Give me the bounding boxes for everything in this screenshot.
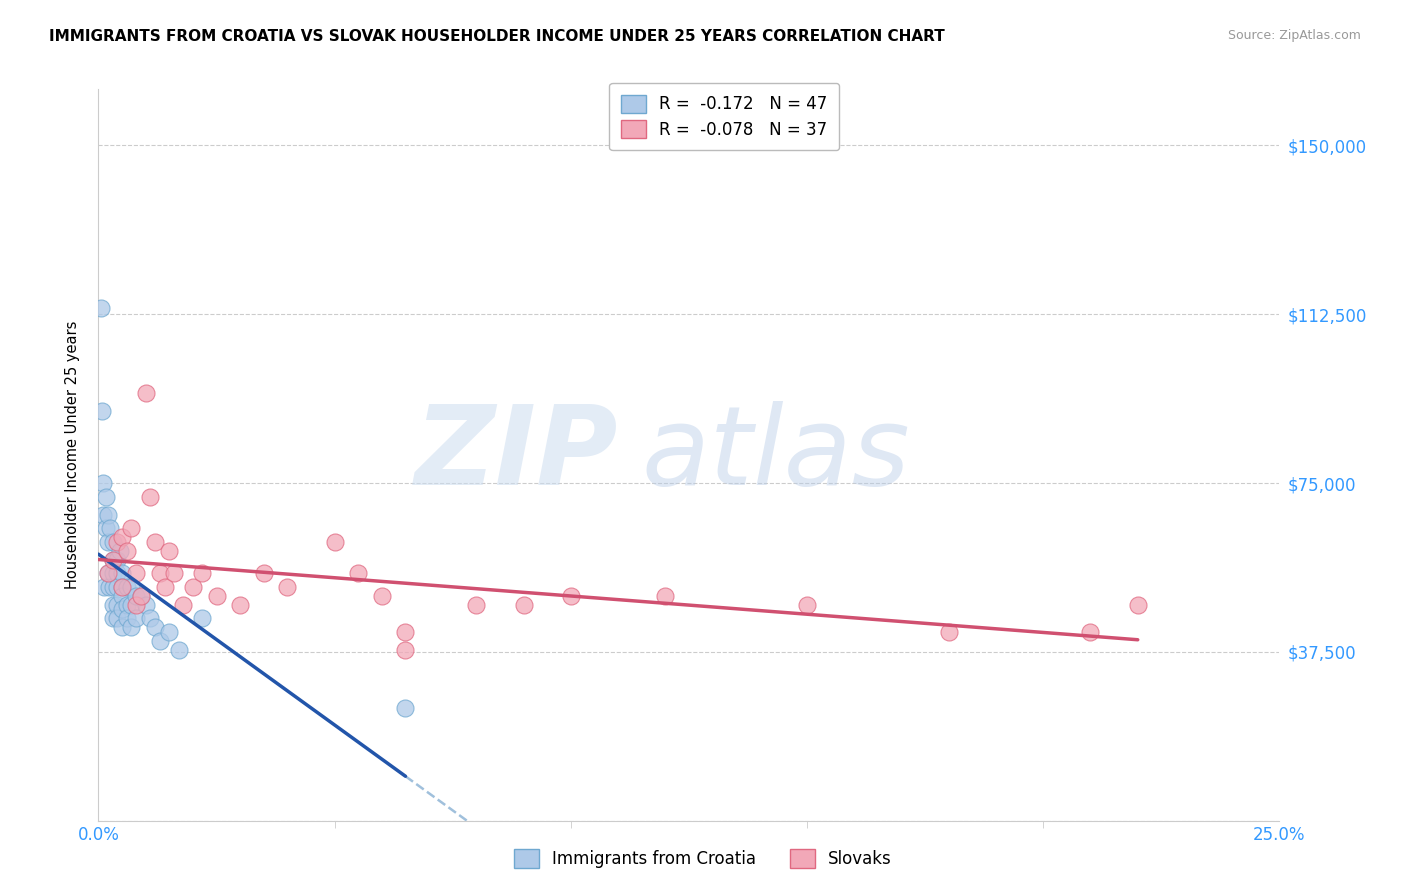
Point (101, 566, 124, 580)
Legend: R =  -0.172   N = 47, R =  -0.078   N = 37: R = -0.172 N = 47, R = -0.078 N = 37 (609, 83, 839, 150)
Point (111, 602, 134, 616)
Point (191, 611, 214, 625)
Point (115, 611, 138, 625)
Point (105, 598, 128, 612)
Legend: Immigrants from Croatia, Slovaks: Immigrants from Croatia, Slovaks (508, 843, 898, 875)
Point (654, 589, 676, 603)
Point (101, 598, 124, 612)
Point (149, 633, 172, 648)
Point (121, 598, 143, 612)
Point (111, 580, 134, 594)
Point (229, 598, 252, 612)
Point (115, 580, 138, 594)
Point (167, 642, 190, 657)
Point (205, 589, 228, 603)
Point (101, 611, 124, 625)
Point (111, 580, 134, 594)
Point (101, 580, 124, 594)
Point (97, 566, 120, 580)
Point (104, 552, 127, 566)
Point (153, 580, 176, 594)
Text: ZIP: ZIP (415, 401, 619, 508)
Point (111, 566, 134, 580)
Point (512, 598, 534, 612)
Point (143, 620, 166, 634)
Point (93, 580, 115, 594)
Point (157, 624, 180, 639)
Point (347, 566, 370, 580)
Point (135, 386, 157, 401)
Point (129, 589, 152, 603)
Point (1080, 624, 1102, 639)
Text: Source: ZipAtlas.com: Source: ZipAtlas.com (1227, 29, 1361, 42)
Point (163, 566, 186, 580)
Point (125, 598, 148, 612)
Point (560, 589, 582, 603)
Point (91, 476, 114, 491)
Point (115, 598, 138, 612)
Point (139, 611, 162, 625)
Point (796, 598, 818, 612)
Point (101, 552, 124, 566)
Point (98, 521, 121, 535)
Point (135, 598, 157, 612)
Point (121, 620, 143, 634)
Point (172, 598, 194, 612)
Point (149, 566, 172, 580)
Point (323, 534, 346, 549)
Point (125, 589, 148, 603)
Point (94, 521, 117, 535)
Point (253, 566, 276, 580)
Point (121, 580, 143, 594)
Point (371, 589, 394, 603)
Point (105, 566, 128, 580)
Point (91, 508, 114, 522)
Point (111, 620, 134, 634)
Text: atlas: atlas (641, 401, 910, 508)
Point (394, 701, 416, 715)
Point (394, 624, 416, 639)
Point (105, 580, 128, 594)
Point (108, 543, 131, 558)
Point (105, 552, 128, 566)
Point (129, 589, 152, 603)
Point (105, 534, 128, 549)
Point (105, 611, 128, 625)
Point (139, 490, 162, 504)
Point (938, 624, 960, 639)
Point (90, 301, 112, 315)
Point (191, 566, 214, 580)
Point (101, 534, 124, 549)
Point (1126, 598, 1149, 612)
Point (111, 530, 134, 544)
Point (97, 580, 120, 594)
Point (111, 589, 134, 603)
Point (121, 521, 143, 535)
Point (91, 404, 114, 418)
Point (94, 490, 117, 504)
Point (465, 598, 488, 612)
Point (97, 566, 120, 580)
Point (181, 580, 204, 594)
Point (157, 543, 180, 558)
Text: IMMIGRANTS FROM CROATIA VS SLOVAK HOUSEHOLDER INCOME UNDER 25 YEARS CORRELATION : IMMIGRANTS FROM CROATIA VS SLOVAK HOUSEH… (49, 29, 945, 44)
Point (125, 566, 148, 580)
Y-axis label: Householder Income Under 25 years: Householder Income Under 25 years (65, 321, 80, 589)
Point (97, 508, 120, 522)
Point (125, 611, 148, 625)
Point (115, 543, 138, 558)
Point (143, 534, 166, 549)
Point (97, 534, 120, 549)
Point (394, 642, 416, 657)
Point (101, 552, 124, 566)
Point (276, 580, 298, 594)
